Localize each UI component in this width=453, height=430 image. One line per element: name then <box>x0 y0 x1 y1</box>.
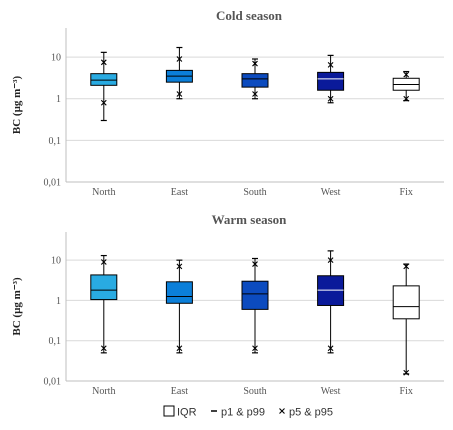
legend: IQR p1 & p99 p5 & p95 <box>163 405 333 419</box>
x-tick-label: North <box>92 187 115 198</box>
y-tick-label: 1 <box>56 94 61 105</box>
x-tick-label: South <box>243 187 266 198</box>
p5-p95-marker <box>403 263 410 270</box>
p5-p95-marker <box>176 91 183 97</box>
y-tick-label: 0,1 <box>49 136 62 147</box>
p5-p95-marker <box>252 261 258 267</box>
p5-p95-marker <box>100 259 107 265</box>
box-fix <box>392 263 420 376</box>
box-north <box>90 254 118 354</box>
p5-p95-marker <box>176 56 183 62</box>
p5-p95-marker <box>403 71 410 78</box>
p5-p95-marker <box>176 263 183 270</box>
iqr-box <box>165 281 193 304</box>
iqr-box <box>241 73 269 88</box>
p5-p95-marker <box>327 95 334 102</box>
p5-p95-marker <box>100 99 107 106</box>
box-north <box>90 51 118 122</box>
y-tick-label: 10 <box>51 256 61 267</box>
p5-p95-marker <box>100 59 107 66</box>
y-tick-label: 1 <box>56 296 61 307</box>
legend-iqr-label: IQR <box>177 407 197 419</box>
y-tick-label: 0,01 <box>44 178 62 189</box>
box-east <box>165 259 193 354</box>
p5-p95-marker <box>403 95 410 102</box>
iqr-box <box>241 280 269 310</box>
x-tick-label: South <box>243 386 266 397</box>
x-tick-label: West <box>321 187 341 198</box>
iqr-box <box>90 73 118 86</box>
legend-p5-label: p5 & p95 <box>289 407 333 419</box>
p5-p95-marker <box>403 369 410 376</box>
legend-p5-marker <box>279 408 285 414</box>
p5-p95-marker <box>176 345 183 352</box>
p5-p95-marker <box>327 345 334 352</box>
p5-p95-marker <box>100 345 107 352</box>
p5-p95-marker <box>327 257 334 264</box>
y-tick-label: 10 <box>51 53 61 64</box>
panel-cold: 0,01 0,1 1 10 Cold season BC (µg m⁻³) North Eas… <box>11 8 444 198</box>
x-tick-label: West <box>321 386 341 397</box>
y-axis-label: BC (µg m⁻³) <box>11 76 23 135</box>
chart-title: Cold season <box>216 8 283 23</box>
chart-title: Warm season <box>212 212 288 227</box>
p5-p95-marker <box>327 62 334 68</box>
box-south <box>241 257 269 354</box>
iqr-box <box>317 71 345 91</box>
legend-p1-label: p1 & p99 <box>221 407 265 419</box>
y-tick-label: 0,01 <box>44 377 62 388</box>
x-tick-label: Fix <box>400 187 413 198</box>
x-tick-label: Fix <box>400 386 413 397</box>
box-fix <box>392 70 420 102</box>
legend-iqr-swatch <box>163 405 175 417</box>
x-tick-label: North <box>92 386 115 397</box>
y-axis-label: BC (µg m⁻³) <box>11 277 23 336</box>
x-tick-label: East <box>171 386 188 397</box>
x-tick-label: East <box>171 187 188 198</box>
box-west <box>317 250 345 354</box>
box-south <box>241 58 269 100</box>
iqr-box <box>392 285 420 320</box>
p5-p95-marker <box>252 345 258 352</box>
box-west <box>317 54 345 104</box>
panel-warm: 0,01 0,1 1 10 Warm season BC (µg m⁻³) North Eas… <box>11 212 444 397</box>
y-tick-label: 0,1 <box>49 336 62 347</box>
p5-p95-marker <box>252 60 258 67</box>
box-east <box>165 46 193 100</box>
p5-p95-marker <box>252 91 258 97</box>
iqr-box <box>90 274 118 301</box>
